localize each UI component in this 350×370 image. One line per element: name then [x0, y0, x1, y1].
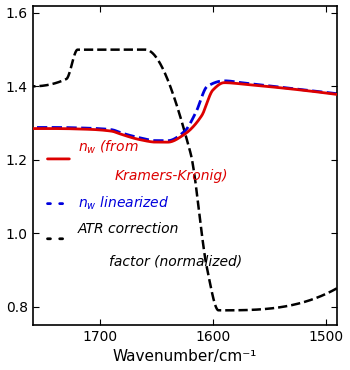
X-axis label: Wavenumber/cm⁻¹: Wavenumber/cm⁻¹	[113, 349, 257, 364]
Text: ATR correction: ATR correction	[78, 222, 180, 236]
Text: $n_w$ linearized: $n_w$ linearized	[78, 195, 169, 212]
Text: factor (normalized): factor (normalized)	[108, 254, 242, 268]
Text: $n_w$ (from: $n_w$ (from	[78, 139, 139, 157]
Text: Kramers-Kronig): Kramers-Kronig)	[115, 169, 228, 184]
